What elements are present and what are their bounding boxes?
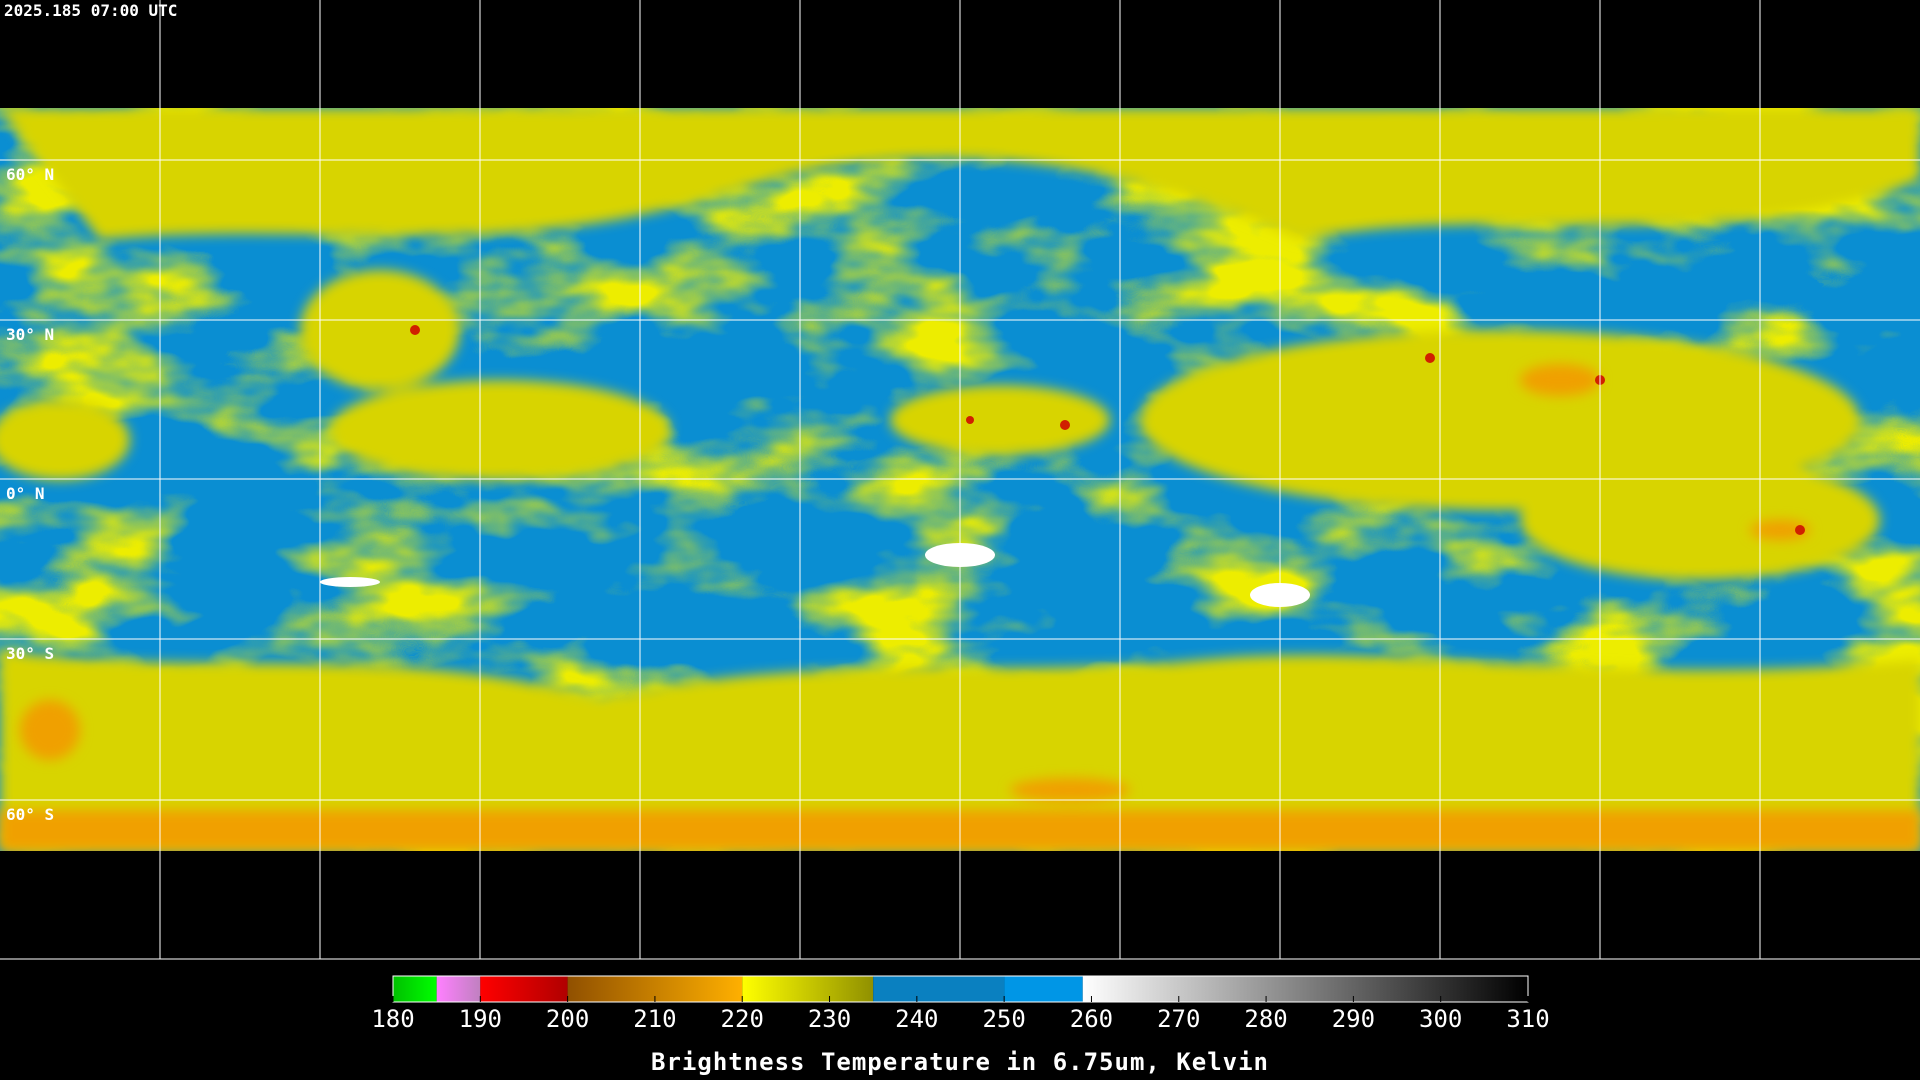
latitude-label: 30° N	[6, 325, 54, 344]
tick-label: 280	[1244, 1005, 1287, 1033]
tick-label: 180	[371, 1005, 414, 1033]
tick-label: 310	[1506, 1005, 1549, 1033]
colorbar-segment	[436, 976, 481, 1002]
latitude-label: 30° S	[6, 644, 54, 663]
tick-label: 270	[1157, 1005, 1200, 1033]
tick-label: 220	[721, 1005, 764, 1033]
timestamp: 2025.185 07:00 UTC	[4, 1, 177, 20]
tick-label: 230	[808, 1005, 851, 1033]
colorbar: 180 190 200 210 220 230 240 250 260 270 280 290 300 3…	[371, 975, 1550, 1033]
latitude-label: 0° N	[6, 484, 45, 503]
tick-label: 290	[1332, 1005, 1375, 1033]
colorbar-segment	[1004, 976, 1083, 1002]
latitude-label: 60° S	[6, 805, 54, 824]
tick-label: 200	[546, 1005, 589, 1033]
colorbar-segment	[1082, 976, 1528, 1002]
tick-label: 250	[982, 1005, 1025, 1033]
tick-label: 300	[1419, 1005, 1462, 1033]
colorbar-frame	[392, 975, 1529, 1003]
graticule	[0, 0, 1920, 960]
colorbar-segment	[873, 976, 1005, 1002]
latitude-label: 60° N	[6, 165, 54, 184]
colorbar-segment	[742, 976, 874, 1002]
tick-label: 240	[895, 1005, 938, 1033]
tick-label: 260	[1070, 1005, 1113, 1033]
colorbar-segment	[393, 976, 437, 1002]
tick-label: 190	[459, 1005, 502, 1033]
colorbar-segment	[480, 976, 568, 1002]
colorbar-title: Brightness Temperature in 6.75um, Kelvin	[651, 1048, 1269, 1076]
tick-label: 210	[633, 1005, 676, 1033]
